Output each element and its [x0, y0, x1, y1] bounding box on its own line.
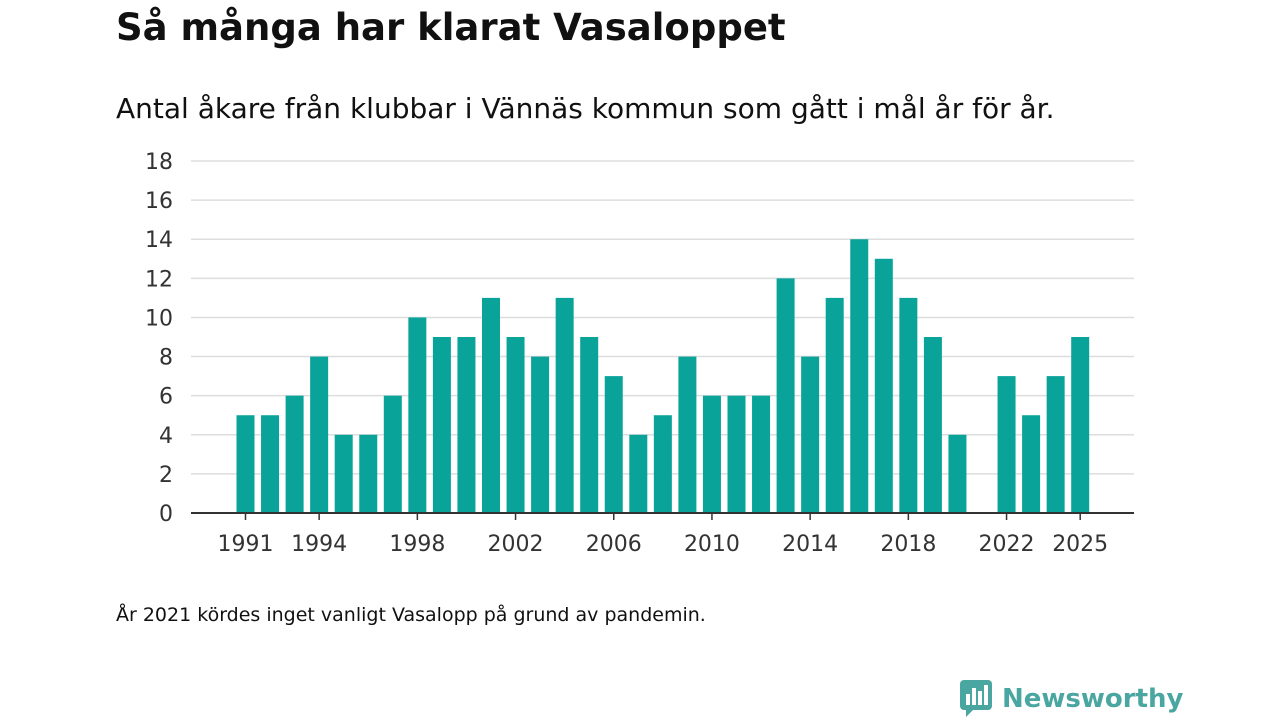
- brand-name: Newsworthy: [1002, 684, 1184, 714]
- x-tick-label: 2025: [1052, 532, 1108, 557]
- bar-2022: [997, 376, 1016, 513]
- x-tick-label: 2002: [488, 532, 544, 557]
- x-tick-label: 2006: [586, 532, 642, 557]
- bar-2016: [850, 239, 869, 513]
- chart-subtitle: Antal åkare från klubbar i Vännäs kommun…: [116, 92, 1055, 125]
- x-tick-label: 2014: [782, 532, 838, 557]
- x-tick-label: 1991: [218, 532, 274, 557]
- y-tick-label: 4: [159, 424, 173, 449]
- x-tick-label: 1998: [389, 532, 445, 557]
- bar-2019: [923, 337, 942, 513]
- bar-2008: [653, 415, 672, 513]
- y-tick-label: 6: [159, 385, 173, 410]
- bar-1996: [359, 434, 378, 513]
- chart-title: Så många har klarat Vasaloppet: [116, 6, 786, 49]
- x-tick-label: 2018: [880, 532, 936, 557]
- bar-1994: [310, 356, 329, 513]
- bar-2001: [482, 297, 500, 513]
- bar-chart: 0 2 4 6 8 10 12 14 16 18 1991 1994 1998 2002 2006 2010 2…: [145, 150, 1134, 557]
- bar-2012: [752, 395, 771, 513]
- bar-2014: [801, 356, 820, 513]
- y-tick-label: 12: [145, 267, 173, 292]
- bar-2025: [1071, 337, 1090, 513]
- chart-footnote: År 2021 kördes inget vanligt Vasalopp på…: [116, 604, 706, 626]
- y-tick-label: 10: [145, 306, 173, 331]
- bar-2020: [948, 434, 967, 513]
- y-tick-label: 2: [159, 463, 173, 488]
- bar-1991: [236, 415, 255, 513]
- bar-2024: [1046, 376, 1065, 513]
- bar-2023: [1022, 415, 1041, 513]
- bar-2009: [678, 356, 697, 513]
- y-tick-label: 16: [145, 189, 173, 214]
- bar-2002: [506, 337, 525, 513]
- x-tick-label: 1994: [291, 532, 347, 557]
- bar-2015: [825, 297, 844, 513]
- bar-2017: [874, 258, 893, 513]
- bar-2006: [604, 376, 623, 513]
- bar-1993: [285, 395, 304, 513]
- y-tick-label: 8: [159, 346, 173, 371]
- brand-logo[interactable]: Newsworthy: [960, 680, 1183, 718]
- y-tick-label: 18: [145, 150, 173, 175]
- bar-2005: [580, 337, 599, 513]
- bar-2011: [727, 395, 746, 513]
- x-tick-label: 2022: [979, 532, 1035, 557]
- bar-1995: [334, 434, 353, 513]
- bar-1992: [261, 415, 280, 513]
- bar-1999: [432, 337, 451, 513]
- bar-2013: [776, 278, 795, 513]
- bar-2004: [555, 297, 574, 513]
- bar-1998: [408, 317, 427, 513]
- newsworthy-logo-icon: [960, 680, 992, 717]
- bar-2007: [629, 434, 648, 513]
- bar-2000: [457, 337, 476, 513]
- x-tick-label: 2010: [684, 532, 740, 557]
- bar-2010: [702, 395, 721, 513]
- y-tick-label: 14: [145, 228, 173, 253]
- bar-1997: [383, 395, 402, 513]
- y-tick-label: 0: [159, 502, 173, 527]
- bar-2018: [899, 297, 918, 513]
- bar-2003: [531, 356, 550, 513]
